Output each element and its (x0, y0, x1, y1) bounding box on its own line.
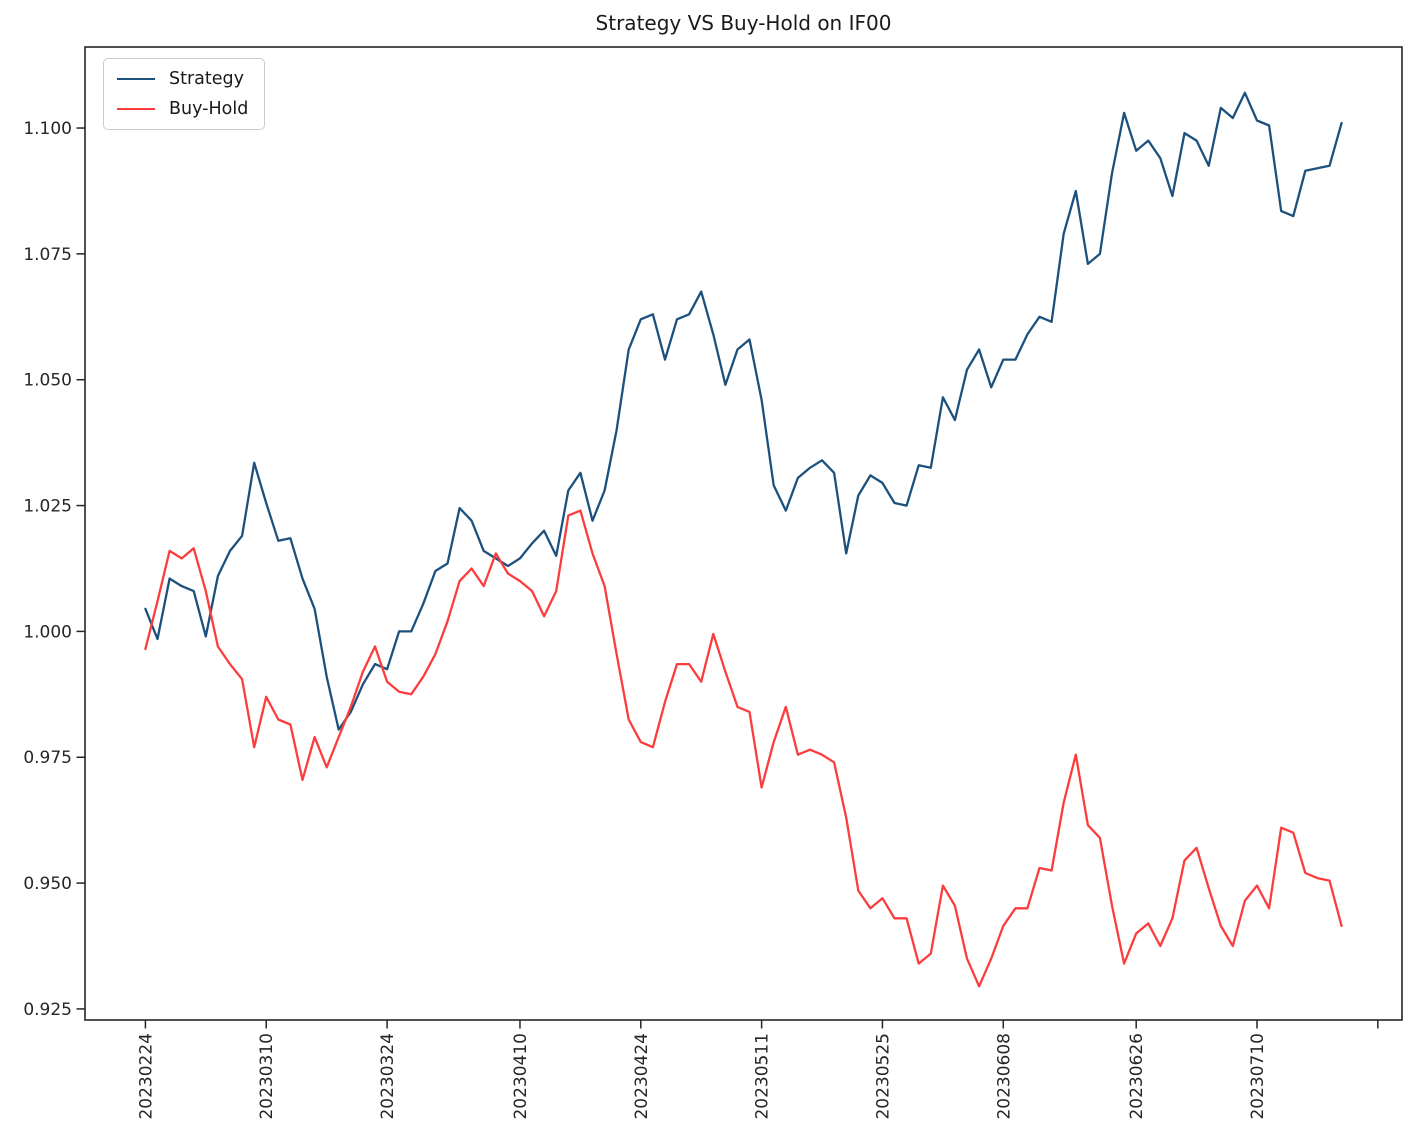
x-tick-label: 20230511 (753, 1033, 773, 1120)
x-tick-label: 20230324 (378, 1033, 398, 1120)
plot-frame (84, 46, 1403, 1021)
strategy-line-swatch-icon (117, 78, 155, 80)
x-tick-label: 20230710 (1248, 1033, 1268, 1120)
strategy-series-line (144, 91, 1343, 731)
y-tick-label: 0.925 (23, 1000, 72, 1020)
legend: Strategy Buy-Hold (103, 58, 266, 130)
y-tick-label: 1.100 (23, 119, 72, 139)
x-tick-label: 20230525 (873, 1033, 893, 1120)
y-tick-label: 0.950 (23, 874, 72, 894)
x-tick-label: 20230424 (632, 1033, 652, 1120)
chart-title: Strategy VS Buy-Hold on IF00 (595, 11, 892, 35)
legend-item-buy-hold: Buy-Hold (117, 99, 248, 119)
x-tick-label: 20230410 (511, 1033, 531, 1120)
y-tick-label: 1.025 (23, 497, 72, 517)
buy-hold-line-swatch-icon (117, 108, 155, 110)
legend-item-strategy: Strategy (117, 69, 248, 89)
x-tick-label: 20230310 (257, 1033, 277, 1120)
y-tick-label: 0.975 (23, 748, 72, 768)
x-tick-label: 20230608 (994, 1033, 1014, 1120)
x-tick-label: 20230626 (1127, 1033, 1147, 1120)
y-tick-label: 1.000 (23, 622, 72, 642)
legend-label-strategy: Strategy (169, 69, 244, 89)
y-tick-label: 1.050 (23, 371, 72, 391)
legend-label-buy-hold: Buy-Hold (169, 99, 249, 119)
buy-hold-series-line (144, 509, 1343, 988)
y-tick-label: 1.075 (23, 245, 72, 265)
x-tick-label: 20230224 (136, 1033, 156, 1120)
